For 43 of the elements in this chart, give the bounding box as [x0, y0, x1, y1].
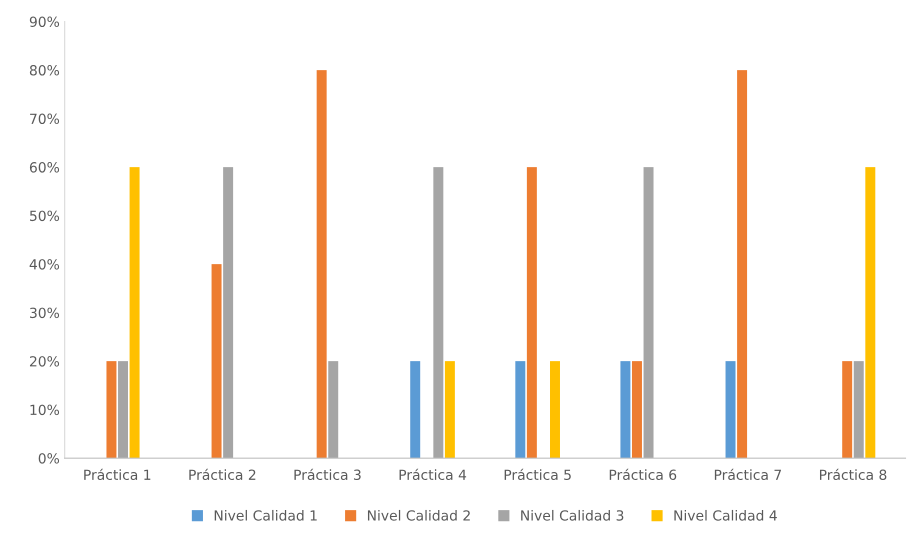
bar	[118, 361, 128, 458]
bar	[130, 167, 140, 458]
bar	[632, 361, 642, 458]
x-tick-label: Práctica 5	[504, 468, 571, 480]
bar	[328, 361, 338, 458]
bar	[526, 167, 537, 458]
bar	[620, 361, 630, 458]
bar	[737, 70, 748, 458]
x-tick-label: Práctica 3	[294, 468, 361, 480]
x-tick-label: Práctica 8	[820, 468, 886, 480]
y-tick-label: 20%	[30, 356, 60, 367]
bar	[726, 361, 736, 458]
x-tick-label: Práctica 2	[189, 468, 256, 480]
y-tick-label: 80%	[30, 65, 60, 76]
x-tick-label: Práctica 7	[714, 468, 782, 480]
x-tick-label: Práctica 1	[84, 468, 150, 480]
legend-label: Nivel Calidad 3	[521, 510, 624, 521]
y-tick-label: 50%	[30, 210, 60, 222]
y-tick-label: 0%	[38, 453, 60, 464]
y-tick-label: 40%	[30, 259, 60, 270]
legend-label: Nivel Calidad 4	[674, 510, 777, 521]
y-tick-label: 30%	[30, 308, 60, 318]
bar	[550, 361, 560, 458]
bar	[316, 70, 327, 458]
bar	[212, 264, 222, 458]
y-tick-label: 10%	[30, 404, 60, 416]
bar	[842, 361, 852, 458]
y-tick-label: 70%	[30, 114, 60, 124]
legend-label: Nivel Calidad 2	[368, 510, 470, 521]
bar	[515, 361, 526, 458]
bar	[444, 361, 455, 458]
bar	[223, 167, 234, 458]
bar	[433, 167, 444, 458]
x-tick-label: Práctica 6	[610, 468, 676, 480]
x-tick-label: Práctica 4	[400, 468, 466, 480]
bar	[865, 167, 876, 458]
bar	[106, 361, 116, 458]
y-tick-label: 60%	[30, 162, 60, 173]
bar	[410, 361, 420, 458]
y-tick-label: 90%	[30, 16, 60, 28]
bar	[644, 167, 654, 458]
bar	[854, 361, 864, 458]
legend-label: Nivel Calidad 1	[214, 510, 317, 521]
